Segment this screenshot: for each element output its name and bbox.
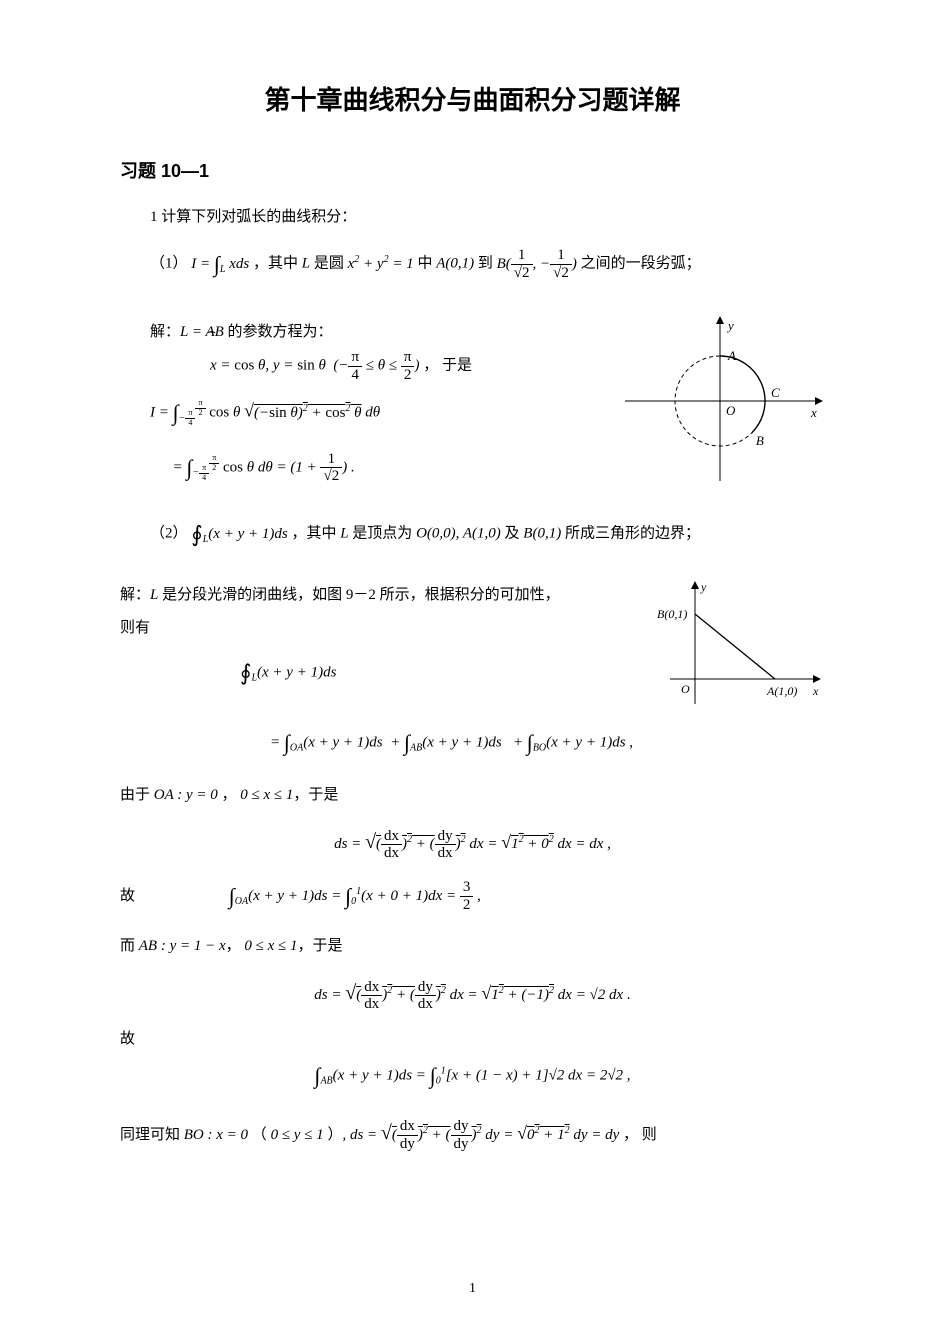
circle-arc-diagram: y x O A C B bbox=[625, 316, 825, 486]
page-title: 第十章曲线积分与曲面积分习题详解 bbox=[120, 80, 825, 117]
therefore-2: 故 bbox=[120, 1023, 165, 1056]
svg-text:y: y bbox=[700, 580, 707, 594]
solution-2-text: 解：L 是分段光滑的闭曲线，如图 9－2 所示，根据积分的可加性， 则有 ∮L(… bbox=[120, 579, 635, 697]
svg-text:A: A bbox=[727, 348, 736, 363]
svg-text:x: x bbox=[812, 684, 819, 698]
q1-intro: 1 计算下列对弧长的曲线积分： bbox=[120, 201, 825, 234]
figure-2: y x O B(0,1) A(1,0) bbox=[655, 579, 825, 719]
section-header: 习题 10—1 bbox=[120, 157, 825, 183]
solution-1-row: 解：L = AB⌢ 的参数方程为： x = cos θ, y = sin θ (… bbox=[120, 316, 825, 492]
svg-text:B(0,1): B(0,1) bbox=[657, 607, 687, 621]
svg-text:B: B bbox=[756, 433, 764, 448]
q1-1: （1） I = ∫L xds ，其中 L 是圆 x2 + y2 = 1 中 A(… bbox=[150, 240, 825, 288]
solution-1-text: 解：L = AB⌢ 的参数方程为： x = cos θ, y = sin θ (… bbox=[120, 316, 605, 492]
solution-2-row: 解：L 是分段光滑的闭曲线，如图 9－2 所示，根据积分的可加性， 则有 ∮L(… bbox=[120, 579, 825, 719]
triangle-diagram: y x O B(0,1) A(1,0) bbox=[655, 579, 825, 719]
page-number: 1 bbox=[0, 1281, 945, 1297]
page: 第十章曲线积分与曲面积分习题详解 习题 10—1 1 计算下列对弧长的曲线积分：… bbox=[0, 0, 945, 1337]
svg-text:O: O bbox=[681, 682, 690, 696]
solution-2-continued: = ∫OA(x + y + 1)ds + ∫AB(x + y + 1)ds + … bbox=[120, 719, 825, 1155]
figure-1: y x O A C B bbox=[625, 316, 825, 486]
svg-text:A(1,0): A(1,0) bbox=[766, 684, 797, 698]
svg-text:C: C bbox=[771, 385, 780, 400]
svg-text:O: O bbox=[726, 403, 736, 418]
svg-text:x: x bbox=[810, 405, 817, 420]
q1-2: （2） ∮L(x + y + 1)ds ，其中 L 是顶点为 O(0,0), A… bbox=[150, 510, 825, 558]
svg-text:y: y bbox=[726, 318, 734, 333]
therefore-1: 故 bbox=[120, 880, 165, 913]
